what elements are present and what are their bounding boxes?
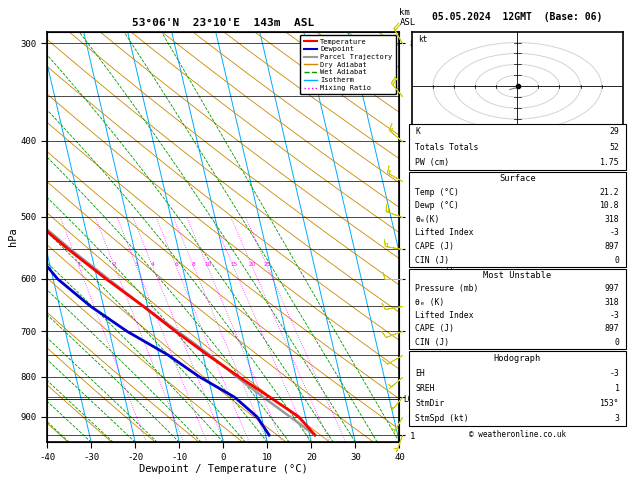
Text: K: K <box>415 127 420 136</box>
Text: Lifted Index: Lifted Index <box>415 311 474 320</box>
Text: Temp (°C): Temp (°C) <box>415 188 459 197</box>
Text: © weatheronline.co.uk: © weatheronline.co.uk <box>469 430 566 439</box>
Text: 0: 0 <box>615 256 620 264</box>
Y-axis label: hPa: hPa <box>8 227 18 246</box>
Text: 6: 6 <box>175 262 179 267</box>
Text: 3: 3 <box>135 262 139 267</box>
Text: StmSpd (kt): StmSpd (kt) <box>415 414 469 423</box>
Text: 318: 318 <box>604 215 620 224</box>
Text: CIN (J): CIN (J) <box>415 338 450 347</box>
Text: 20: 20 <box>249 262 257 267</box>
Text: Hodograph: Hodograph <box>494 354 541 363</box>
Text: 29: 29 <box>610 127 620 136</box>
Text: CAPE (J): CAPE (J) <box>415 324 454 333</box>
Text: 1: 1 <box>77 262 81 267</box>
Text: SREH: SREH <box>415 384 435 393</box>
Text: km
ASL: km ASL <box>399 8 416 28</box>
Text: θₑ (K): θₑ (K) <box>415 297 445 307</box>
Legend: Temperature, Dewpoint, Parcel Trajectory, Dry Adiabat, Wet Adiabat, Isotherm, Mi: Temperature, Dewpoint, Parcel Trajectory… <box>300 35 396 94</box>
Text: 153°: 153° <box>600 399 620 408</box>
Title: 53°06'N  23°10'E  143m  ASL: 53°06'N 23°10'E 143m ASL <box>132 18 314 28</box>
FancyBboxPatch shape <box>409 172 626 267</box>
Text: 997: 997 <box>604 284 620 294</box>
Text: Pressure (mb): Pressure (mb) <box>415 284 479 294</box>
Text: 2: 2 <box>113 262 117 267</box>
Text: 05.05.2024  12GMT  (Base: 06): 05.05.2024 12GMT (Base: 06) <box>432 12 603 22</box>
Text: 25: 25 <box>264 262 271 267</box>
Text: 52: 52 <box>610 142 620 152</box>
Text: 10: 10 <box>204 262 211 267</box>
Text: 4: 4 <box>151 262 155 267</box>
Text: EH: EH <box>415 369 425 378</box>
Text: 10.8: 10.8 <box>600 201 620 210</box>
FancyBboxPatch shape <box>409 269 626 349</box>
Text: CAPE (J): CAPE (J) <box>415 242 454 251</box>
Text: StmDir: StmDir <box>415 399 445 408</box>
Text: -3: -3 <box>610 311 620 320</box>
Text: 318: 318 <box>604 297 620 307</box>
Text: 897: 897 <box>604 324 620 333</box>
Text: 15: 15 <box>230 262 237 267</box>
X-axis label: Dewpoint / Temperature (°C): Dewpoint / Temperature (°C) <box>139 465 308 474</box>
Text: CIN (J): CIN (J) <box>415 256 450 264</box>
Text: 3: 3 <box>615 414 620 423</box>
Text: Surface: Surface <box>499 174 536 183</box>
Text: θₑ(K): θₑ(K) <box>415 215 440 224</box>
Text: kt: kt <box>418 35 428 44</box>
Text: Most Unstable: Most Unstable <box>483 271 552 280</box>
Text: -3: -3 <box>610 369 620 378</box>
Text: -3: -3 <box>610 228 620 238</box>
Text: Lifted Index: Lifted Index <box>415 228 474 238</box>
Text: 0: 0 <box>615 338 620 347</box>
Text: 897: 897 <box>604 242 620 251</box>
Text: 8: 8 <box>192 262 196 267</box>
FancyBboxPatch shape <box>409 351 626 426</box>
Text: PW (cm): PW (cm) <box>415 158 450 167</box>
Text: LCL: LCL <box>403 395 417 404</box>
Text: Totals Totals: Totals Totals <box>415 142 479 152</box>
Text: 21.2: 21.2 <box>600 188 620 197</box>
Text: Dewp (°C): Dewp (°C) <box>415 201 459 210</box>
Y-axis label: Mixing Ratio (g/kg): Mixing Ratio (g/kg) <box>446 190 455 284</box>
Text: 1: 1 <box>615 384 620 393</box>
Text: 1.75: 1.75 <box>600 158 620 167</box>
FancyBboxPatch shape <box>409 124 626 170</box>
